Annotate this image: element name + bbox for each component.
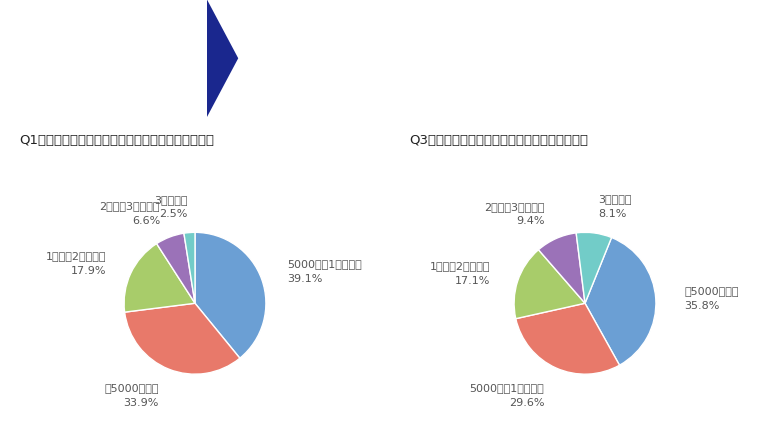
Text: 毎月「1万円以上の維持費がかかっている」: 毎月「1万円以上の維持費がかかっている」 xyxy=(250,64,477,83)
Wedge shape xyxy=(195,233,266,358)
Polygon shape xyxy=(207,0,238,118)
Text: Q3：毎月、保険代はいくらかかっていますか？: Q3：毎月、保険代はいくらかかっていますか？ xyxy=(410,134,588,147)
Text: 35.8%: 35.8% xyxy=(684,300,719,310)
Text: 17.1%: 17.1% xyxy=(456,276,491,286)
Text: 33.9%: 33.9% xyxy=(123,397,158,407)
Wedge shape xyxy=(125,304,240,374)
Text: 9.4%: 9.4% xyxy=(516,216,544,226)
Text: 1万円～2万円未満: 1万円～2万円未満 xyxy=(46,250,106,260)
Wedge shape xyxy=(514,250,585,319)
Wedge shape xyxy=(184,233,195,304)
Text: 5000円～1万円未満: 5000円～1万円未満 xyxy=(470,382,544,392)
Text: ～5000円未満: ～5000円未満 xyxy=(105,382,158,392)
Text: 29.6%: 29.6% xyxy=(509,397,544,407)
Text: Q1：毎月、ガソリン代はいくらかかっていますか？: Q1：毎月、ガソリン代はいくらかかっていますか？ xyxy=(20,134,214,147)
Text: 約3割: 約3割 xyxy=(66,57,140,95)
Wedge shape xyxy=(538,233,585,304)
Text: ～5000円未満: ～5000円未満 xyxy=(684,285,739,295)
Text: 3万円以上: 3万円以上 xyxy=(154,194,187,204)
Wedge shape xyxy=(516,304,619,374)
Wedge shape xyxy=(576,233,612,304)
Wedge shape xyxy=(124,244,195,312)
Text: 17.9%: 17.9% xyxy=(71,265,106,275)
Text: 2万円～3万円未満: 2万円～3万円未満 xyxy=(484,201,544,211)
Text: 2万円～3万円未満: 2万円～3万円未満 xyxy=(100,200,160,210)
Text: 3万円以上: 3万円以上 xyxy=(597,193,631,203)
Text: 39.1%: 39.1% xyxy=(287,274,323,283)
Wedge shape xyxy=(585,238,656,365)
Wedge shape xyxy=(157,234,195,304)
Text: 2.5%: 2.5% xyxy=(159,209,187,219)
Text: カーリースの定額カルモくん調べ: カーリースの定額カルモくん調べ xyxy=(686,102,775,111)
Text: 5000円～1万円未満: 5000円～1万円未満 xyxy=(287,259,362,268)
Text: 6.6%: 6.6% xyxy=(132,215,160,225)
Text: 8.1%: 8.1% xyxy=(597,208,626,218)
Text: 1万円～2万円未満: 1万円～2万円未満 xyxy=(431,261,491,271)
Text: 全国男女1,381人対象: 全国男女1,381人対象 xyxy=(69,21,138,31)
Text: ガソリン・任意保険に: ガソリン・任意保険に xyxy=(250,24,367,42)
